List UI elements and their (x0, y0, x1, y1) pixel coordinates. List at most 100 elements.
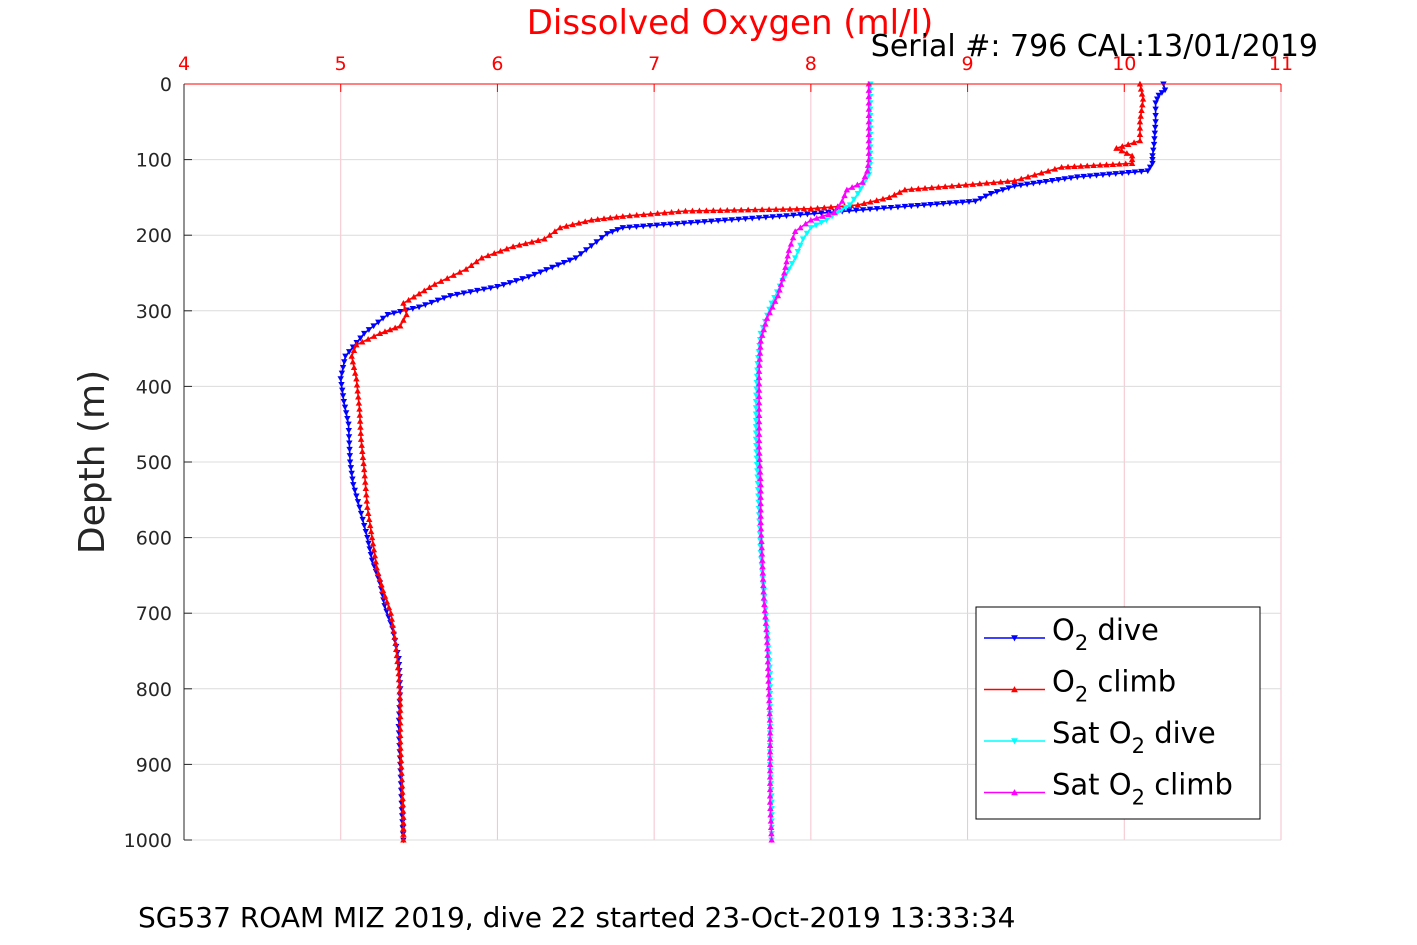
data-point (1096, 161, 1104, 168)
data-point (575, 219, 583, 226)
data-point (581, 218, 589, 225)
data-point (506, 280, 514, 286)
data-point (757, 500, 764, 507)
data-point (757, 525, 765, 532)
data-point (598, 235, 606, 241)
data-point (982, 193, 990, 200)
data-point (339, 364, 347, 371)
data-point (865, 124, 873, 131)
data-point (753, 455, 760, 462)
data-point (1139, 101, 1146, 108)
data-point (364, 335, 372, 342)
data-point (397, 744, 404, 751)
data-point (1137, 85, 1145, 92)
data-point (864, 162, 872, 168)
y-tick-label: 600 (136, 528, 172, 550)
data-point (409, 305, 417, 312)
data-point (804, 211, 811, 218)
data-point (1044, 167, 1052, 174)
legend-item: O2 dive (984, 613, 1159, 655)
data-point (366, 516, 373, 523)
data-point (484, 252, 492, 259)
data-point (766, 767, 774, 774)
y-tick-label: 200 (136, 225, 172, 247)
data-point (577, 251, 585, 258)
data-point (865, 137, 873, 144)
data-point (708, 218, 715, 225)
data-point (760, 326, 768, 333)
data-point (1122, 160, 1129, 167)
data-point (357, 430, 364, 436)
data-point (766, 697, 773, 704)
data-point (1017, 182, 1025, 189)
data-point (607, 214, 614, 221)
data-point (1125, 170, 1132, 176)
data-point (361, 522, 368, 529)
data-point (999, 187, 1007, 194)
data-point (1149, 157, 1156, 163)
data-point (434, 297, 442, 304)
data-point (766, 786, 774, 793)
data-point (396, 694, 404, 701)
data-point (756, 349, 764, 356)
data-point (660, 222, 667, 228)
data-point (491, 250, 498, 256)
data-point (755, 437, 763, 444)
data-point (1084, 162, 1091, 169)
legend-label: O2 dive (1052, 613, 1159, 655)
data-point (531, 271, 538, 278)
data-point (766, 723, 774, 730)
data-point (583, 247, 590, 254)
data-point (759, 569, 766, 576)
data-point (346, 446, 353, 453)
data-point (758, 538, 765, 544)
data-point (1150, 141, 1158, 148)
data-point (1153, 96, 1161, 103)
data-point (379, 315, 387, 322)
legend-item: O2 climb (984, 665, 1176, 707)
data-point (990, 179, 997, 186)
data-point (375, 570, 382, 577)
data-point (593, 239, 600, 245)
data-point (839, 197, 846, 204)
data-point (453, 291, 461, 298)
legend-box (975, 606, 1261, 820)
data-point (703, 207, 710, 214)
data-point (752, 411, 760, 418)
data-point (1067, 175, 1075, 182)
data-point (354, 387, 361, 394)
data-point (674, 221, 681, 227)
data-point (823, 217, 830, 224)
legend-label: O2 climb (1052, 665, 1176, 707)
data-point (1077, 162, 1085, 169)
data-point (395, 676, 403, 683)
data-point (762, 214, 770, 221)
data-point (1136, 131, 1144, 137)
data-point (791, 228, 799, 234)
data-point (551, 228, 559, 234)
data-point (359, 454, 367, 461)
data-point (397, 700, 404, 707)
data-point (848, 184, 856, 190)
data-point (854, 201, 862, 208)
data-point (766, 742, 774, 749)
data-point (807, 216, 815, 223)
data-point (1071, 163, 1078, 170)
data-point (811, 211, 818, 217)
data-point (1139, 95, 1147, 102)
data-point (959, 199, 966, 206)
data-point (397, 725, 404, 732)
data-point (788, 260, 796, 267)
data-point (528, 238, 536, 245)
data-point (764, 658, 772, 665)
data-point (760, 582, 767, 589)
data-point (353, 341, 360, 348)
data-point (696, 207, 703, 214)
x-tick-label: 5 (335, 53, 347, 75)
data-point (397, 308, 404, 315)
data-point (541, 235, 548, 242)
data-point (873, 206, 881, 212)
data-point (802, 220, 809, 227)
data-point (390, 310, 398, 317)
data-point (381, 603, 388, 609)
